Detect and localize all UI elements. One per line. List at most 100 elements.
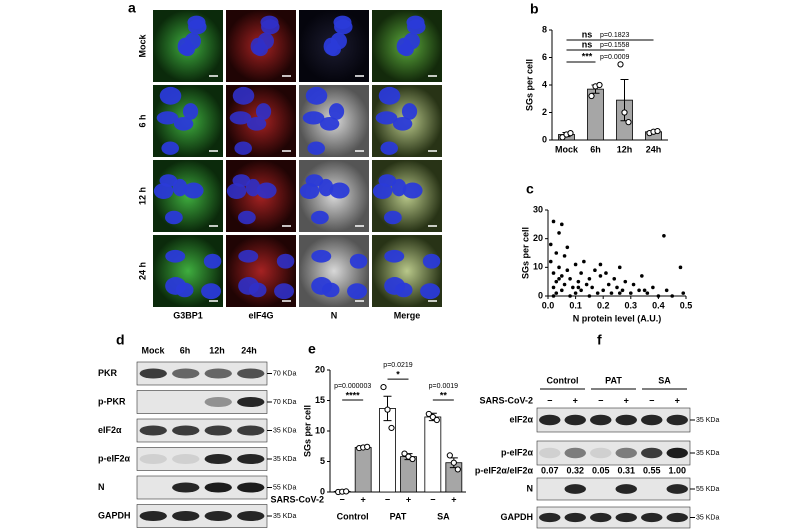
x-tick-label: 12h [617,144,633,154]
size-label: 70 KDa [273,399,296,406]
ratio-label: p-eIF2α/eIF2α [475,465,534,475]
data-point [554,291,559,295]
y-tick-label: 8 [542,24,547,34]
blot-label: eIF2α [98,425,122,435]
nucleus [173,116,194,131]
y-tick-label: 20 [315,364,325,374]
data-point [681,291,686,295]
data-point [590,285,594,290]
nucleus [384,210,402,225]
blot-band [666,414,688,426]
ratio-value: 0.07 [541,465,559,475]
bar [400,456,417,493]
size-label: 35 KDa [273,456,296,463]
data-point [588,92,595,100]
nucleus [203,253,222,269]
nucleus [226,183,247,200]
significance-label: ns [582,39,593,49]
lane-label: 24h [241,345,257,355]
blot-label: N [527,483,534,493]
data-point [576,279,581,284]
size-label: 35 KDa [696,450,719,457]
x-tick-label: 0.2 [597,300,610,310]
data-point [560,222,564,227]
blot-band [615,484,637,494]
nucleus [375,111,398,125]
data-point [637,288,641,293]
nucleus [161,141,179,155]
data-point [557,265,561,270]
data-point [573,262,578,267]
data-point [609,291,614,295]
blot-band [564,512,586,523]
x-tick-label: Mock [555,144,579,154]
nucleus [401,103,418,120]
nucleus [165,210,183,225]
data-point [557,277,561,281]
y-tick-label: 20 [533,233,543,243]
data-point [551,285,556,290]
blot-band [237,453,265,465]
data-point [670,294,674,298]
ratio-value: 0.32 [566,465,584,475]
blot-band [564,484,586,494]
data-point [565,268,570,273]
y-tick-label: 6 [542,52,547,62]
blot-band [172,425,200,436]
data-point [568,294,572,298]
nucleus [299,183,320,200]
sign-label: − [649,395,654,405]
data-point [568,277,572,281]
data-point [560,288,564,293]
x-tick-label: 0.0 [542,300,555,310]
blot-label: p-PKR [98,396,126,406]
nucleus [172,178,188,197]
significance-label: *** [582,51,593,61]
sign-label: + [624,395,629,405]
nucleus [255,103,272,120]
nucleus [372,183,393,200]
y-tick-label: 0 [538,290,543,300]
nucleus [422,253,441,269]
data-point [446,452,453,459]
row-label: 12 h [137,187,147,205]
data-point [425,410,432,418]
blot-band [172,453,200,465]
legend-sign: + [406,494,411,504]
size-label: 35 KDa [273,427,296,434]
blot-band [539,414,561,426]
y-tick-label: 5 [320,456,325,466]
data-point [562,254,567,258]
nucleus [238,249,259,263]
data-point [429,413,436,421]
blot-band [204,396,232,408]
ratio-value: 1.00 [668,465,686,475]
data-point [409,455,416,463]
data-point [678,265,683,270]
nucleus [153,183,174,200]
group-label: SA [658,375,671,385]
nucleus [257,32,274,50]
data-point [593,268,597,273]
data-point [656,294,661,298]
nucleus [182,103,199,120]
nucleus [392,116,413,131]
y-axis-label: SGs per cell [520,227,530,279]
nucleus [403,32,420,50]
data-point [615,285,619,290]
nucleus [238,210,256,225]
nucleus [246,116,267,131]
panel-letter: d [116,332,125,348]
size-label: 35 KDa [696,417,719,424]
legend-sign: − [340,494,345,504]
nucleus [238,277,260,295]
nucleus [380,141,398,155]
y-tick-label: 0 [320,486,325,496]
panel-letter: c [526,181,534,197]
blot-band [641,414,663,426]
blot-band [590,447,612,459]
data-point [623,279,628,284]
blot-strip [536,407,691,433]
panel-letter: a [128,0,136,16]
data-point [642,288,647,293]
